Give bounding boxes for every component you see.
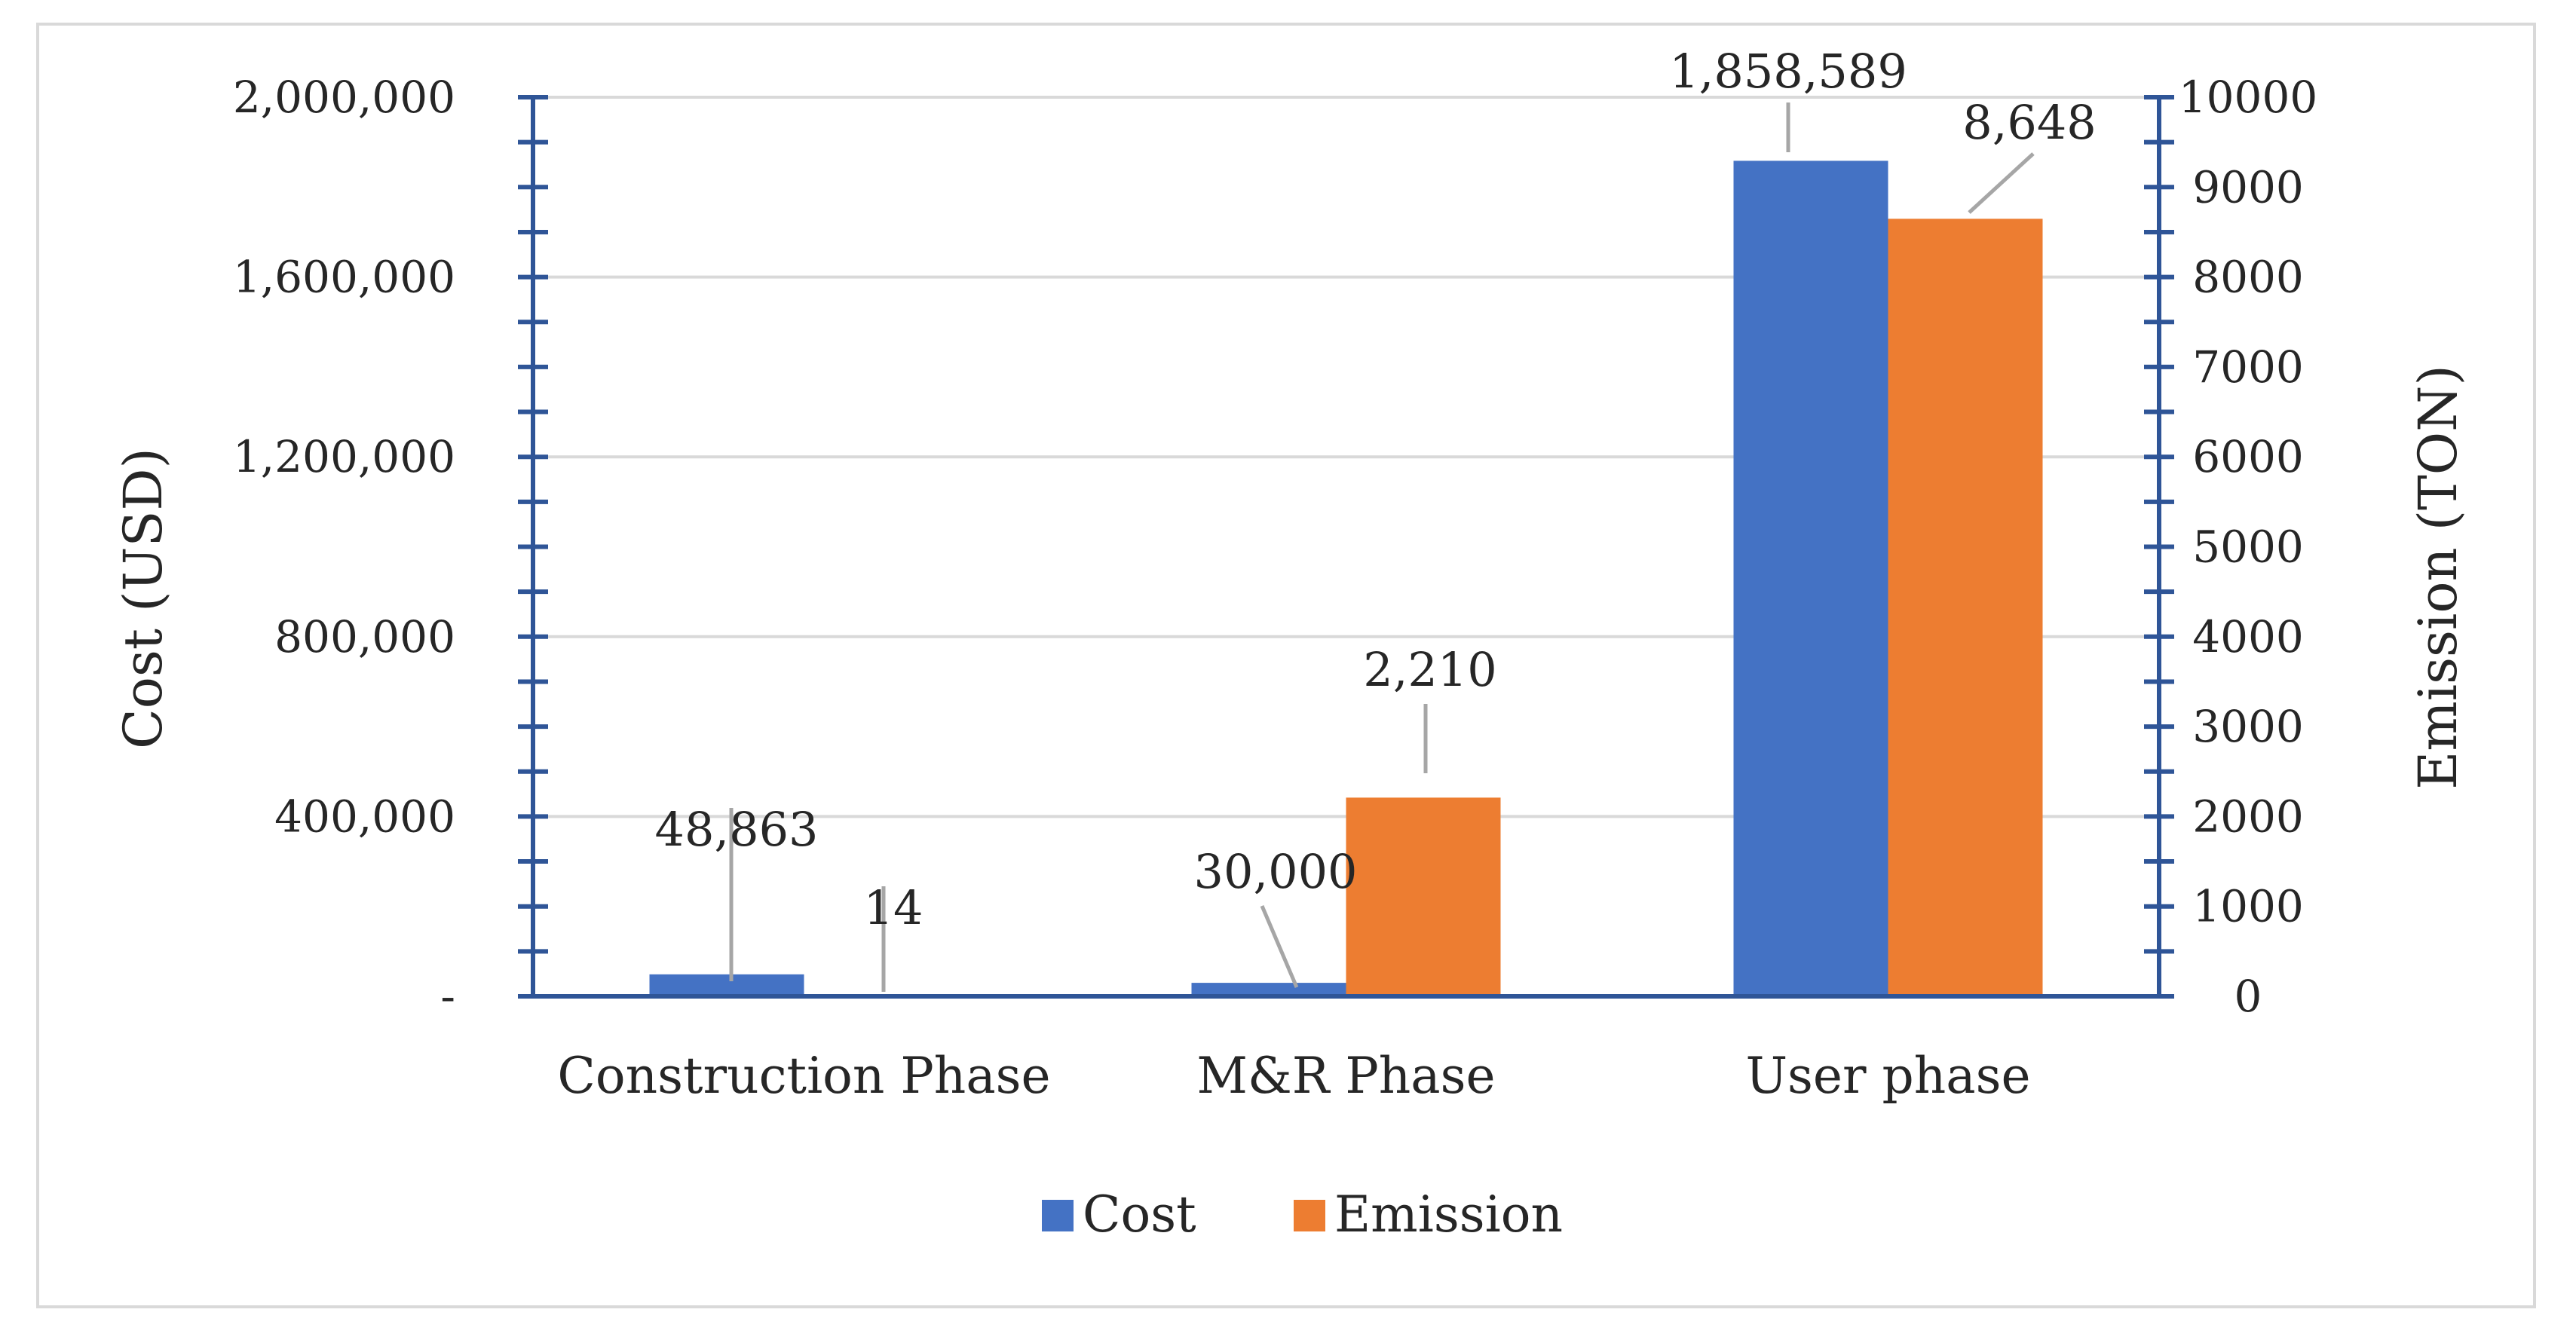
legend-swatch-cost [1042,1200,1074,1231]
tick-labels: - 400,000 800,000 1,200,000 1,600,000 2,000,0… [233,72,2317,1022]
bars [649,161,2043,997]
data-label-emission: 2,210 [1363,642,1497,697]
data-label-cost: 1,858,589 [1669,44,1907,99]
bar-cost-m-r-phase [1191,983,1346,996]
y2-tick-label: 4000 [2192,611,2304,662]
bar-emission-user-phase [1888,219,2043,997]
leader-line [1260,905,1299,988]
y2-tick-label: 1000 [2192,881,2304,932]
category-label: User phase [1745,1047,2030,1105]
legend-label-emission: Emission [1334,1185,1563,1244]
category-labels: Construction Phase M&R Phase User phase [557,1047,2030,1105]
y-tick-label: 1,200,000 [233,431,455,482]
y2-tick-label: 7000 [2192,341,2304,393]
data-label-cost: 48,863 [655,802,819,857]
y-tick-label: - [440,971,455,1022]
y2-tick-label: 2000 [2192,791,2304,842]
y-axis-title: Cost (USD) [112,448,174,749]
axes [518,95,2174,999]
chart-svg: - 400,000 800,000 1,200,000 1,600,000 2,000,0… [112,44,2469,1244]
leader-line [1968,152,2035,214]
data-labels: 48,863 14 30,000 2,210 1,858,589 8,648 [655,44,2097,935]
y2-tick-label: 6000 [2192,431,2304,482]
y2-tick-label: 0 [2234,971,2262,1022]
chart-frame: - 400,000 800,000 1,200,000 1,600,000 2,000,0… [36,23,2536,1308]
label-leader-lines [729,102,2035,992]
data-label-emission: 14 [864,880,924,935]
bar-cost-construction-phase [649,974,804,996]
category-label: Construction Phase [557,1047,1050,1105]
legend-swatch-emission [1294,1200,1325,1231]
y2-axis-title: Emission (TON) [2407,365,2469,790]
y2-tick-label: 5000 [2192,522,2304,573]
data-label-emission: 8,648 [1962,95,2097,150]
bar-emission-m-r-phase [1346,797,1501,996]
legend-label-cost: Cost [1083,1185,1196,1244]
y-tick-label: 800,000 [274,611,455,662]
y2-tick-label: 3000 [2192,701,2304,752]
data-label-cost: 30,000 [1194,844,1358,899]
y-tick-label: 400,000 [274,791,455,842]
bar-cost-user-phase [1733,161,1888,996]
y2-tick-label: 9000 [2192,161,2304,213]
y2-tick-label: 10000 [2179,72,2318,123]
y-tick-label: 1,600,000 [233,252,455,303]
y2-tick-label: 8000 [2192,252,2304,303]
y-tick-label: 2,000,000 [233,72,455,123]
legend: Cost Emission [1042,1185,1563,1244]
category-label: M&R Phase [1196,1047,1495,1105]
